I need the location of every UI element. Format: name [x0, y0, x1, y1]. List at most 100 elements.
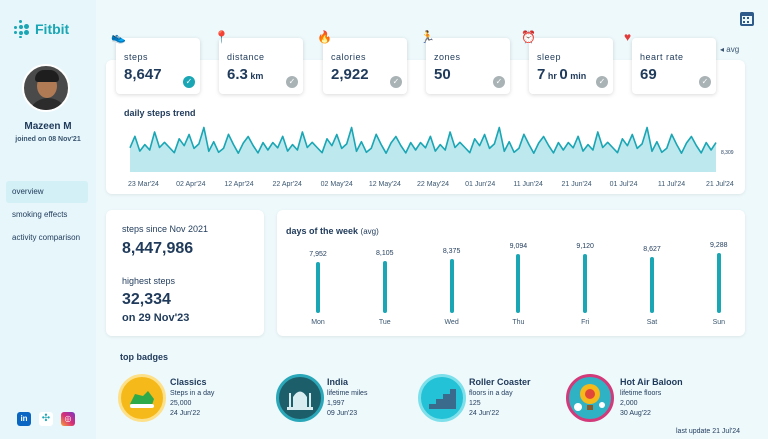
shoes-icon: 👟 — [111, 30, 126, 44]
metric-value: 2,922 — [331, 66, 369, 83]
lifetime-stats-panel — [106, 210, 264, 336]
steps-since-value: 8,447,986 — [122, 240, 194, 257]
runner-icon: 🏃 — [420, 30, 435, 44]
check-icon: ✓ — [390, 76, 402, 88]
metric-sleep[interactable]: sleep 7 hr 0 min ✓ — [529, 38, 613, 94]
tableau-icon[interactable]: ✣ — [39, 412, 53, 426]
sidebar: Fitbit Mazeen M joined on 08 Nov'21 over… — [0, 0, 96, 439]
trend-x-tick: 23 Mar'24 — [128, 181, 159, 188]
badge-count: 125 — [469, 400, 481, 407]
badge-name: Classics — [170, 377, 207, 387]
day-bar-value: 8,105 — [376, 249, 394, 257]
steps-since-label: steps since Nov 2021 — [122, 224, 209, 234]
day-bar-value: 9,120 — [576, 243, 594, 251]
badge-count: 1,997 — [327, 400, 345, 407]
balloon-badge-icon[interactable] — [566, 374, 614, 422]
metric-zones[interactable]: zones 50 ✓ — [426, 38, 510, 94]
badge-date: 24 Jun'22 — [469, 410, 500, 417]
metric-label: heart rate — [640, 52, 684, 62]
day-bar[interactable] — [716, 253, 721, 313]
trend-x-tick: 11 Jun'24 — [513, 181, 543, 188]
avg-toggle[interactable]: ◂ avg — [720, 45, 740, 54]
metric-value: 6.3 km — [227, 66, 264, 83]
day-bar[interactable] — [650, 257, 654, 313]
check-icon: ✓ — [596, 76, 608, 88]
trend-last-value: 8,309 — [721, 150, 734, 156]
fitbit-logo-icon — [12, 20, 30, 38]
alarm-icon: ⏰ — [521, 30, 536, 44]
metric-calories[interactable]: calories 2,922 ✓ — [323, 38, 407, 94]
metric-value: 8,647 — [124, 66, 162, 83]
day-bar-value: 8,627 — [643, 246, 661, 254]
metric-distance[interactable]: distance 6.3 km ✓ — [219, 38, 303, 94]
flame-icon: 🔥 — [317, 30, 332, 44]
day-bar[interactable] — [516, 254, 521, 313]
day-bar[interactable] — [583, 254, 588, 313]
days-of-week-panel — [277, 210, 745, 336]
metric-value: 7 hr 0 min — [537, 66, 587, 83]
trend-x-tick: 22 May'24 — [417, 181, 450, 188]
check-icon: ✓ — [699, 76, 711, 88]
nav-item-smoking-effects[interactable]: smoking effects — [12, 210, 68, 219]
day-bar-label: Tue — [378, 319, 391, 326]
trend-line — [129, 126, 717, 154]
metric-label: zones — [434, 52, 461, 62]
day-bar[interactable] — [382, 260, 387, 313]
instagram-icon[interactable]: ◎ — [61, 412, 75, 426]
metric-heart-rate[interactable]: heart rate 69 ✓ — [632, 38, 716, 94]
calendar-icon[interactable] — [740, 12, 754, 26]
metric-label: distance — [227, 52, 265, 62]
days-title: days of the week (avg) — [286, 226, 379, 236]
badges-title: top badges — [120, 352, 169, 362]
brand-logo[interactable]: Fitbit — [12, 20, 69, 38]
heart-icon: ♥ — [624, 30, 632, 44]
nav-item-overview[interactable]: overview — [6, 181, 88, 203]
day-bar-label: Mon — [311, 319, 325, 326]
check-icon: ✓ — [493, 76, 505, 88]
trend-x-tick: 01 Jun'24 — [465, 181, 496, 188]
badge-date: 24 Jun'22 — [170, 410, 201, 417]
map-pin-icon: 📍 — [214, 30, 229, 44]
badge-detail: floors in a day — [469, 390, 513, 397]
sneaker-badge-icon[interactable] — [118, 374, 166, 422]
metric-steps[interactable]: steps 8,647 ✓ — [116, 38, 200, 94]
day-bar-label: Fri — [581, 319, 590, 326]
metric-value: 50 — [434, 66, 451, 83]
day-bar-value: 8,375 — [442, 247, 461, 255]
metric-label: calories — [331, 52, 367, 62]
trend-x-tick: 12 Apr'24 — [224, 181, 254, 188]
badge-date: 30 Aug'22 — [620, 410, 651, 417]
day-bar[interactable] — [316, 261, 320, 313]
metric-label: sleep — [537, 52, 562, 62]
badge-count: 2,000 — [620, 400, 638, 407]
trend-x-tick: 21 Jul'24 — [706, 181, 734, 188]
metric-value: 69 — [640, 66, 657, 83]
check-icon: ✓ — [286, 76, 298, 88]
day-bar-label: Wed — [444, 319, 459, 326]
stairs-badge-icon[interactable] — [418, 374, 466, 422]
badge-detail: lifetime floors — [620, 390, 662, 397]
badge-count: 25,000 — [170, 400, 192, 407]
day-bar-label: Sun — [712, 319, 726, 326]
trend-x-tick: 02 May'24 — [320, 181, 353, 188]
badge-name: Roller Coaster — [469, 377, 531, 387]
highest-steps-date: on 29 Nov'23 — [122, 312, 190, 324]
day-bar-value: 9,094 — [509, 243, 528, 251]
linkedin-icon[interactable]: in — [17, 412, 31, 426]
user-joined-date: joined on 08 Nov'21 — [15, 136, 81, 143]
taj-mahal-badge-icon[interactable] — [276, 374, 324, 422]
nav-item-activity-comparison[interactable]: activity comparison — [12, 233, 81, 242]
trend-x-tick: 21 Jun'24 — [561, 181, 592, 188]
day-bar-label: Thu — [512, 319, 525, 326]
trend-x-tick: 22 Apr'24 — [272, 181, 302, 188]
day-bar[interactable] — [449, 258, 454, 313]
trend-x-tick: 02 Apr'24 — [176, 181, 206, 188]
badge-date: 09 Jun'23 — [327, 410, 358, 417]
trend-title: daily steps trend — [124, 108, 196, 118]
highest-steps-label: highest steps — [122, 276, 176, 286]
metric-label: steps — [124, 52, 149, 62]
highest-steps-value: 32,334 — [122, 291, 171, 308]
badge-detail: lifetime miles — [327, 390, 368, 397]
avatar — [22, 64, 70, 112]
